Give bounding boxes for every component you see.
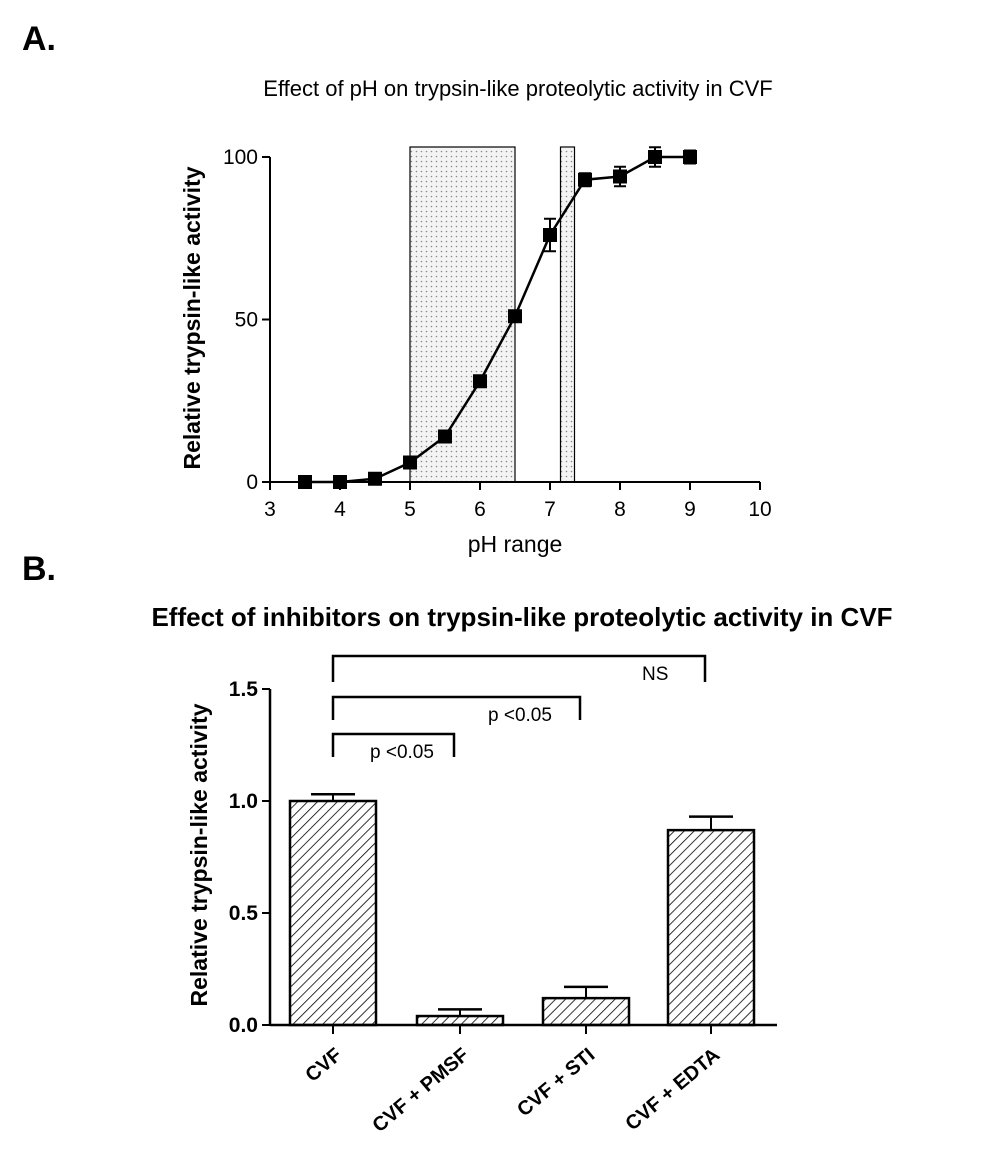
y-tick-label: 0	[246, 471, 258, 494]
data-point	[473, 374, 487, 389]
x-tick-label: 8	[614, 498, 626, 521]
shaded-ranges	[409, 146, 576, 483]
y-tick-label: 50	[235, 309, 258, 332]
panel-b-label: B.	[22, 550, 56, 588]
data-point	[683, 150, 697, 164]
error-bar	[564, 985, 608, 999]
bracket-label: NS	[642, 664, 668, 685]
significance-bracket: p <0.05	[331, 695, 582, 726]
chart-b-bars	[288, 793, 756, 1027]
data-point	[403, 455, 417, 470]
bracket-label: p <0.05	[370, 742, 434, 763]
chart-a-xlabel: pH range	[468, 531, 563, 557]
significance-brackets: p <0.05 p <0.05 NS	[331, 654, 707, 763]
x-tick-label: CVF	[301, 1044, 346, 1087]
chart-a-ylabel: Relative trypsin-like activity	[179, 166, 205, 469]
significance-bracket: p <0.05	[331, 732, 456, 763]
significance-bracket: NS	[331, 654, 707, 685]
x-tick-label: CVF + STI	[513, 1044, 599, 1121]
x-tick-label: 6	[474, 498, 486, 521]
x-tick-label: CVF + EDTA	[621, 1044, 724, 1135]
shaded-range-1	[559, 146, 576, 483]
x-tick-label: 7	[544, 498, 556, 521]
x-tick-label: 10	[748, 498, 771, 521]
data-point	[508, 309, 522, 324]
error-bar	[689, 815, 733, 831]
bracket-line	[331, 654, 707, 682]
bracket-line	[331, 732, 456, 757]
data-point	[578, 172, 592, 187]
data-point	[648, 150, 662, 164]
data-point	[368, 471, 382, 486]
shaded-range-0	[409, 146, 516, 483]
chart-b-title: Effect of inhibitors on trypsin-like pro…	[151, 602, 892, 632]
panel-b-bar-chart: B. Effect of inhibitors on trypsin-like …	[22, 550, 893, 1137]
chart-b-ylabel: Relative trypsin-like activity	[186, 703, 212, 1006]
bar	[541, 996, 631, 1027]
y-tick-label: 1.5	[229, 678, 259, 701]
y-tick-label: 0.5	[229, 902, 259, 925]
y-tick-label: 100	[223, 146, 258, 169]
chart-a-series	[298, 146, 697, 489]
panel-a-label: A.	[22, 20, 56, 58]
x-tick-label: 4	[334, 498, 346, 521]
y-tick-label: 1.0	[229, 790, 258, 813]
data-point	[438, 429, 452, 444]
x-tick-label: 5	[404, 498, 416, 521]
bracket-label: p <0.05	[488, 705, 552, 726]
bar	[288, 799, 378, 1027]
data-point	[333, 475, 347, 489]
x-tick-label: 9	[684, 498, 696, 521]
panel-a-line-chart: A. Effect of pH on trypsin-like proteoly…	[22, 20, 773, 557]
data-point	[613, 169, 627, 184]
bracket-line	[331, 695, 582, 720]
y-tick-label: 0.0	[229, 1014, 258, 1037]
chart-a-title: Effect of pH on trypsin-like proteolytic…	[263, 76, 772, 101]
x-tick-label: CVF + PMSF	[368, 1044, 473, 1137]
bar	[415, 1014, 505, 1027]
data-point	[543, 228, 557, 242]
data-point	[298, 475, 312, 489]
bar	[666, 828, 756, 1027]
x-tick-label: 3	[264, 498, 276, 521]
